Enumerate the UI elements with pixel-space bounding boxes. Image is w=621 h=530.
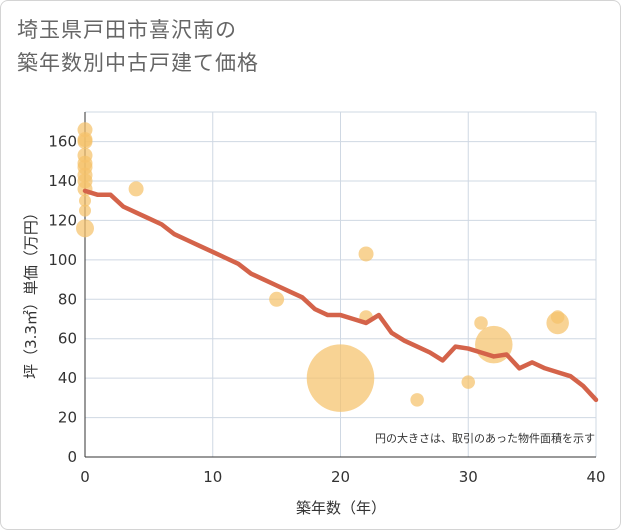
bubble-point <box>306 344 375 412</box>
average-line-series <box>82 188 599 403</box>
bubble-point <box>76 219 94 238</box>
chart-title: 埼玉県戸田市喜沢南の 築年数別中古戸建て価格 <box>17 14 577 80</box>
x-tick-label: 30 <box>459 468 478 486</box>
bubble-point <box>79 204 91 217</box>
chart-title-line-2: 築年数別中古戸建て価格 <box>17 51 259 75</box>
y-tick-label: 100 <box>48 251 77 269</box>
x-axis-title: 築年数（年） <box>296 499 386 517</box>
x-tick-label: 10 <box>203 468 222 486</box>
average-line <box>82 188 599 403</box>
y-tick-label: 160 <box>48 133 77 151</box>
bubble-point <box>77 134 93 150</box>
y-axis-title: 坪（3.3㎡）単価（万円） <box>22 205 40 379</box>
x-tick-label: 20 <box>331 468 350 486</box>
bubble-point <box>358 246 374 262</box>
bubble-point <box>79 194 91 207</box>
chart-title-line-1: 埼玉県戸田市喜沢南の <box>17 18 237 42</box>
y-tick-label: 0 <box>67 448 77 466</box>
bubble-point <box>550 310 565 324</box>
bubble-point <box>128 181 144 197</box>
x-tick-label: 40 <box>586 468 605 486</box>
size-note: 円の大きさは、取引のあった物件面積を示す <box>375 431 595 445</box>
y-tick-label: 120 <box>48 211 77 229</box>
bubble-series <box>76 122 569 412</box>
y-tick-label: 40 <box>58 369 77 387</box>
y-tick-label: 60 <box>58 330 77 348</box>
bubble-point <box>474 316 488 330</box>
bubble-point <box>461 375 475 389</box>
y-tick-label: 20 <box>58 409 77 427</box>
y-tick-label: 80 <box>58 290 77 308</box>
x-tick-label: 0 <box>80 468 90 486</box>
bubble-point <box>269 291 285 307</box>
bubble-point <box>410 393 424 407</box>
y-tick-label: 140 <box>48 172 77 190</box>
tick-labels: 0 20 40 60 80 100 120 140 160 0 10 20 30 40 <box>48 133 605 486</box>
